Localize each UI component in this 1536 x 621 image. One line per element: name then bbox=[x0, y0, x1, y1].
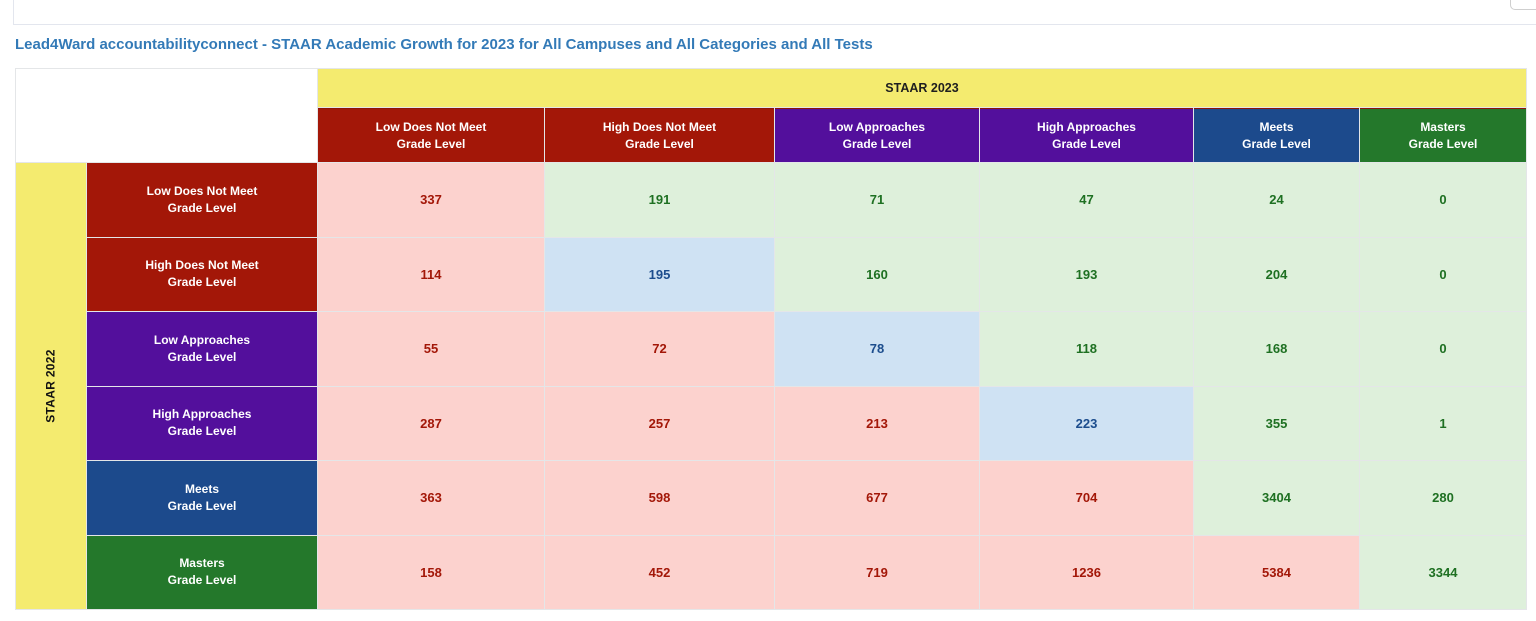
matrix-cell: 0 bbox=[1360, 163, 1526, 237]
matrix-cell: 158 bbox=[318, 536, 544, 610]
column-header-high-approaches: High ApproachesGrade Level bbox=[980, 108, 1193, 162]
toolbar-corner-button[interactable] bbox=[1510, 0, 1536, 10]
matrix-cell: 287 bbox=[318, 387, 544, 461]
row-header-meets: MeetsGrade Level bbox=[87, 461, 317, 535]
row-header-low-approaches: Low ApproachesGrade Level bbox=[87, 312, 317, 386]
matrix-cell: 0 bbox=[1360, 312, 1526, 386]
column-header-high-does-not-meet: High Does Not MeetGrade Level bbox=[545, 108, 774, 162]
matrix-cell: 704 bbox=[980, 461, 1193, 535]
header-line2: Grade Level bbox=[843, 136, 912, 153]
matrix-cell: 3404 bbox=[1194, 461, 1359, 535]
matrix-cell: 193 bbox=[980, 238, 1193, 312]
matrix-cell: 204 bbox=[1194, 238, 1359, 312]
header-line1: Masters bbox=[179, 555, 224, 572]
matrix-cell: 191 bbox=[545, 163, 774, 237]
header-line1: Masters bbox=[1420, 119, 1465, 136]
header-line2: Grade Level bbox=[397, 136, 466, 153]
header-line2: Grade Level bbox=[1052, 136, 1121, 153]
header-line1: Meets bbox=[1259, 119, 1293, 136]
matrix-cell: 355 bbox=[1194, 387, 1359, 461]
header-line2: Grade Level bbox=[168, 349, 237, 366]
column-axis-label: STAAR 2023 bbox=[318, 69, 1526, 107]
header-line1: Meets bbox=[185, 481, 219, 498]
row-header-high-does-not-meet: High Does Not MeetGrade Level bbox=[87, 238, 317, 312]
matrix-cell: 114 bbox=[318, 238, 544, 312]
matrix-cell: 719 bbox=[775, 536, 979, 610]
matrix-cell: 363 bbox=[318, 461, 544, 535]
matrix-cell: 47 bbox=[980, 163, 1193, 237]
matrix-cell: 598 bbox=[545, 461, 774, 535]
matrix-cell: 72 bbox=[545, 312, 774, 386]
header-line1: Low Does Not Meet bbox=[376, 119, 487, 136]
matrix-cell: 1 bbox=[1360, 387, 1526, 461]
header-line2: Grade Level bbox=[168, 498, 237, 515]
header-line1: High Does Not Meet bbox=[603, 119, 716, 136]
matrix-cell: 195 bbox=[545, 238, 774, 312]
matrix-cell: 168 bbox=[1194, 312, 1359, 386]
matrix-cell: 55 bbox=[318, 312, 544, 386]
header-line2: Grade Level bbox=[625, 136, 694, 153]
page-title: Lead4Ward accountabilityconnect - STAAR … bbox=[15, 36, 873, 53]
matrix-cell: 223 bbox=[980, 387, 1193, 461]
row-header-low-does-not-meet: Low Does Not MeetGrade Level bbox=[87, 163, 317, 237]
matrix-corner-cell bbox=[16, 69, 317, 162]
growth-matrix-table: STAAR 2023STAAR 2022Low Does Not MeetGra… bbox=[15, 68, 1527, 610]
header-line1: High Approaches bbox=[1037, 119, 1136, 136]
header-line1: Low Approaches bbox=[154, 332, 250, 349]
row-axis-vertical-text: STAAR 2022 bbox=[44, 349, 58, 422]
column-header-meets: MeetsGrade Level bbox=[1194, 108, 1359, 162]
matrix-cell: 118 bbox=[980, 312, 1193, 386]
top-toolbar bbox=[13, 0, 1536, 25]
matrix-cell: 213 bbox=[775, 387, 979, 461]
header-line2: Grade Level bbox=[168, 200, 237, 217]
header-line2: Grade Level bbox=[1409, 136, 1478, 153]
header-line1: Low Approaches bbox=[829, 119, 925, 136]
row-header-masters: MastersGrade Level bbox=[87, 536, 317, 610]
matrix-cell: 280 bbox=[1360, 461, 1526, 535]
header-line2: Grade Level bbox=[168, 423, 237, 440]
column-header-low-approaches: Low ApproachesGrade Level bbox=[775, 108, 979, 162]
matrix-cell: 1236 bbox=[980, 536, 1193, 610]
matrix-cell: 160 bbox=[775, 238, 979, 312]
matrix-cell: 452 bbox=[545, 536, 774, 610]
matrix-cell: 5384 bbox=[1194, 536, 1359, 610]
column-header-masters: MastersGrade Level bbox=[1360, 108, 1526, 162]
header-line2: Grade Level bbox=[168, 572, 237, 589]
row-header-high-approaches: High ApproachesGrade Level bbox=[87, 387, 317, 461]
column-header-low-does-not-meet: Low Does Not MeetGrade Level bbox=[318, 108, 544, 162]
row-axis-label: STAAR 2022 bbox=[16, 163, 86, 609]
matrix-cell: 677 bbox=[775, 461, 979, 535]
header-line2: Grade Level bbox=[1242, 136, 1311, 153]
matrix-cell: 78 bbox=[775, 312, 979, 386]
header-line1: High Does Not Meet bbox=[145, 257, 258, 274]
matrix-cell: 3344 bbox=[1360, 536, 1526, 610]
matrix-cell: 24 bbox=[1194, 163, 1359, 237]
header-line1: Low Does Not Meet bbox=[147, 183, 258, 200]
matrix-cell: 0 bbox=[1360, 238, 1526, 312]
header-line2: Grade Level bbox=[168, 274, 237, 291]
header-line1: High Approaches bbox=[153, 406, 252, 423]
matrix-cell: 71 bbox=[775, 163, 979, 237]
matrix-cell: 337 bbox=[318, 163, 544, 237]
matrix-cell: 257 bbox=[545, 387, 774, 461]
